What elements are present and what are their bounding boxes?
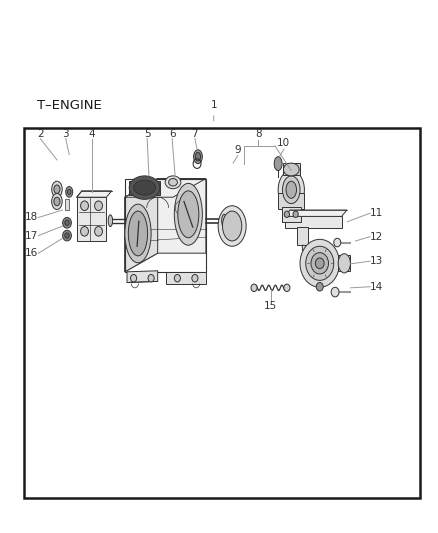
Ellipse shape [81, 227, 88, 236]
Ellipse shape [283, 176, 300, 204]
Polygon shape [285, 210, 347, 216]
Polygon shape [127, 271, 158, 282]
Ellipse shape [129, 176, 160, 199]
Ellipse shape [331, 287, 339, 297]
Bar [77, 197, 106, 241]
Ellipse shape [131, 274, 137, 282]
Ellipse shape [148, 274, 154, 282]
Ellipse shape [311, 253, 328, 274]
Polygon shape [166, 272, 206, 284]
Ellipse shape [81, 201, 88, 211]
Text: 17: 17 [25, 231, 39, 240]
Bar [282, 207, 301, 222]
Ellipse shape [165, 176, 181, 189]
Ellipse shape [195, 152, 201, 161]
Polygon shape [125, 179, 206, 272]
Text: 8: 8 [255, 128, 262, 139]
Ellipse shape [67, 189, 71, 195]
Ellipse shape [293, 211, 298, 217]
Text: 9: 9 [234, 144, 241, 155]
Ellipse shape [334, 238, 341, 247]
Ellipse shape [169, 179, 177, 186]
Text: 10: 10 [277, 138, 290, 148]
Ellipse shape [174, 183, 202, 245]
Bar [283, 163, 300, 175]
Ellipse shape [278, 171, 304, 209]
Ellipse shape [134, 180, 155, 195]
Ellipse shape [95, 227, 102, 236]
Text: 7: 7 [191, 128, 198, 139]
Ellipse shape [218, 206, 246, 246]
Bar [65, 199, 69, 210]
Polygon shape [125, 179, 206, 197]
Ellipse shape [128, 211, 148, 256]
Text: T–ENGINE: T–ENGINE [37, 99, 102, 112]
Ellipse shape [178, 191, 199, 238]
Bar [24, 128, 420, 498]
Ellipse shape [52, 181, 62, 197]
Text: 1: 1 [210, 100, 217, 110]
Ellipse shape [54, 185, 60, 193]
Ellipse shape [284, 211, 290, 217]
Ellipse shape [65, 220, 69, 225]
Ellipse shape [95, 201, 102, 211]
Bar [129, 181, 160, 195]
Text: 2: 2 [37, 128, 44, 139]
Ellipse shape [283, 163, 299, 176]
Ellipse shape [251, 284, 257, 292]
Text: 3: 3 [62, 128, 69, 139]
Ellipse shape [194, 150, 202, 164]
Ellipse shape [52, 193, 62, 209]
Ellipse shape [222, 214, 227, 227]
Ellipse shape [66, 187, 73, 197]
Text: 18: 18 [25, 213, 39, 222]
Bar [338, 255, 350, 271]
Ellipse shape [338, 254, 350, 273]
Text: 5: 5 [144, 128, 151, 139]
Ellipse shape [315, 258, 324, 269]
Text: 12: 12 [370, 232, 383, 241]
Ellipse shape [274, 157, 282, 171]
Ellipse shape [54, 197, 60, 206]
Text: 14: 14 [370, 282, 383, 292]
Ellipse shape [300, 239, 339, 287]
Polygon shape [302, 245, 315, 263]
Ellipse shape [63, 230, 71, 241]
Ellipse shape [316, 282, 323, 291]
Ellipse shape [65, 233, 69, 238]
Ellipse shape [284, 284, 290, 292]
Ellipse shape [174, 274, 180, 282]
Ellipse shape [108, 215, 113, 227]
Text: 6: 6 [169, 128, 176, 139]
Bar [297, 227, 308, 245]
Polygon shape [125, 179, 158, 272]
Polygon shape [77, 191, 112, 197]
Ellipse shape [223, 211, 242, 241]
Text: 16: 16 [25, 248, 39, 258]
Ellipse shape [63, 217, 71, 228]
Text: 13: 13 [370, 256, 383, 266]
Ellipse shape [125, 204, 151, 263]
Text: 15: 15 [264, 301, 277, 311]
Bar [278, 193, 304, 209]
Ellipse shape [286, 181, 297, 198]
Ellipse shape [192, 274, 198, 282]
Ellipse shape [306, 246, 334, 280]
Bar [285, 216, 342, 228]
Text: 4: 4 [88, 128, 95, 139]
Text: 11: 11 [370, 208, 383, 218]
